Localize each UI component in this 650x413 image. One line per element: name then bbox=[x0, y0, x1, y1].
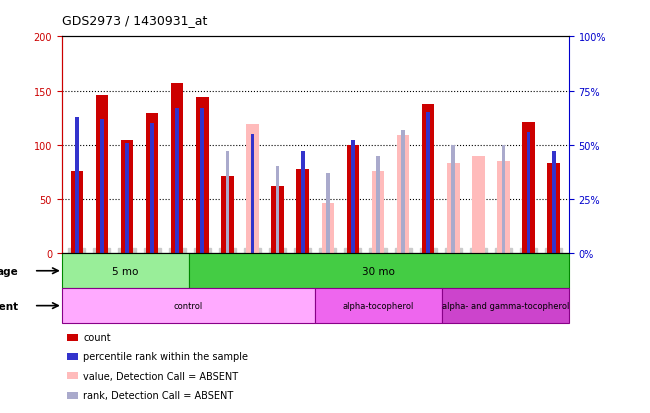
Bar bbox=[346, 145, 359, 254]
Bar bbox=[271, 187, 284, 254]
Bar bbox=[547, 164, 560, 254]
Bar bbox=[451, 145, 455, 254]
Bar bbox=[322, 204, 334, 254]
Bar bbox=[351, 141, 355, 254]
Bar bbox=[426, 113, 430, 254]
Bar bbox=[67, 373, 78, 380]
Bar bbox=[422, 104, 434, 254]
Bar bbox=[71, 171, 83, 254]
Text: rank, Detection Call = ABSENT: rank, Detection Call = ABSENT bbox=[83, 390, 233, 400]
Bar bbox=[96, 96, 108, 254]
Bar bbox=[75, 117, 79, 254]
Bar bbox=[67, 353, 78, 360]
Bar bbox=[226, 152, 229, 254]
Bar bbox=[67, 334, 78, 341]
Bar bbox=[552, 152, 556, 254]
Text: agent: agent bbox=[0, 301, 19, 311]
Bar bbox=[376, 156, 380, 254]
Bar bbox=[447, 164, 460, 254]
Bar bbox=[442, 289, 569, 323]
Text: count: count bbox=[83, 332, 111, 342]
Bar bbox=[296, 169, 309, 254]
Bar bbox=[62, 289, 315, 323]
Bar bbox=[171, 84, 183, 254]
Bar bbox=[502, 145, 505, 254]
Bar bbox=[276, 167, 279, 254]
Bar bbox=[146, 114, 159, 254]
Bar bbox=[396, 136, 410, 254]
Bar bbox=[315, 289, 442, 323]
Bar bbox=[196, 98, 209, 254]
Text: value, Detection Call = ABSENT: value, Detection Call = ABSENT bbox=[83, 371, 238, 381]
Text: age: age bbox=[0, 266, 19, 276]
Bar bbox=[372, 171, 384, 254]
Bar bbox=[62, 254, 188, 289]
Text: 30 mo: 30 mo bbox=[362, 266, 395, 276]
Text: percentile rank within the sample: percentile rank within the sample bbox=[83, 351, 248, 361]
Text: alpha-tocopherol: alpha-tocopherol bbox=[343, 301, 414, 311]
Bar bbox=[176, 109, 179, 254]
Bar bbox=[526, 133, 530, 254]
Bar bbox=[67, 392, 78, 399]
Bar bbox=[121, 141, 133, 254]
Bar bbox=[301, 152, 305, 254]
Bar bbox=[497, 161, 510, 254]
Bar bbox=[472, 156, 485, 254]
Text: alpha- and gamma-tocopherol: alpha- and gamma-tocopherol bbox=[442, 301, 569, 311]
Text: control: control bbox=[174, 301, 203, 311]
Bar bbox=[188, 254, 569, 289]
Bar bbox=[125, 143, 129, 254]
Bar bbox=[200, 109, 204, 254]
Bar bbox=[246, 125, 259, 254]
Text: 5 mo: 5 mo bbox=[112, 266, 138, 276]
Bar bbox=[401, 130, 405, 254]
Bar bbox=[523, 123, 535, 254]
Bar bbox=[150, 124, 154, 254]
Text: GDS2973 / 1430931_at: GDS2973 / 1430931_at bbox=[62, 14, 207, 27]
Bar bbox=[221, 177, 234, 254]
Bar bbox=[326, 173, 330, 254]
Bar bbox=[251, 135, 254, 254]
Bar bbox=[100, 119, 104, 254]
